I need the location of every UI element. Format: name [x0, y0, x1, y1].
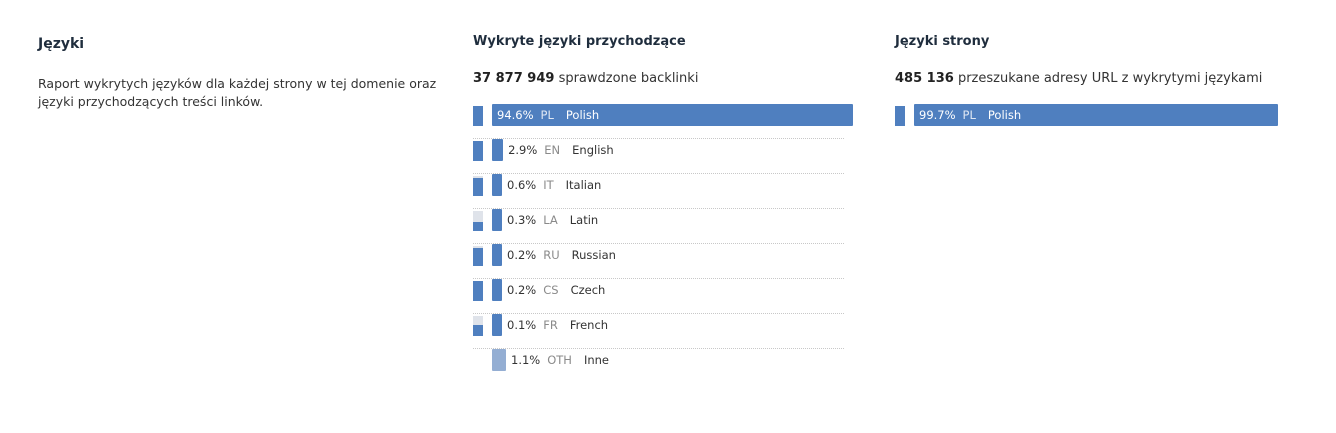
language-code: FR	[543, 318, 558, 332]
language-percent: 0.3%	[507, 213, 537, 227]
backlinks-count-label: sprawdzone backlinki	[558, 71, 699, 86]
language-share-indicator-fill	[473, 222, 483, 231]
backlinks-summary: 37 877 949 sprawdzone backlinki	[473, 71, 698, 86]
language-share-indicator-fill	[473, 106, 483, 126]
incoming-language-row: 1.1% OTH Inne	[473, 349, 853, 384]
urls-count: 485 136	[895, 71, 954, 86]
language-share-bar	[492, 174, 502, 196]
incoming-language-row: 94.6% PL Polish	[473, 104, 853, 139]
language-code: PL	[962, 108, 976, 122]
language-share-indicator-fill	[473, 281, 483, 301]
language-percent: 2.9%	[508, 143, 538, 157]
language-code: EN	[544, 143, 561, 157]
language-share-bar	[914, 104, 1278, 126]
incoming-languages-title: Wykryte języki przychodzące	[473, 34, 686, 49]
language-percent: 1.1%	[511, 353, 541, 367]
language-share-indicator-fill	[895, 106, 905, 126]
language-label: 0.2% RU Russian	[507, 244, 616, 266]
language-share-indicator	[895, 106, 905, 126]
backlinks-count: 37 877 949	[473, 71, 555, 86]
language-share-bar	[492, 279, 502, 301]
language-label: 2.9% EN English	[508, 139, 614, 161]
language-share-indicator-fill	[473, 325, 483, 336]
language-label: 99.7% PL Polish	[919, 104, 1021, 126]
language-share-bar	[492, 139, 504, 161]
incoming-languages-list: 94.6% PL Polish 2.9% EN English 0.6% IT Italian 0…	[473, 104, 853, 384]
page-languages-title: Języki strony	[895, 34, 990, 49]
language-share-indicator-fill	[473, 141, 483, 161]
language-name: Polish	[987, 108, 1022, 122]
language-share-indicator	[473, 211, 483, 231]
section-title: Języki	[38, 36, 85, 52]
language-name: Russian	[571, 248, 616, 262]
language-share-indicator	[473, 106, 483, 126]
language-code: OTH	[547, 353, 572, 367]
language-label: 0.1% FR French	[507, 314, 608, 336]
language-name: English	[572, 143, 614, 157]
incoming-language-row: 0.6% IT Italian	[473, 174, 853, 209]
language-share-indicator	[473, 141, 483, 161]
language-percent: 94.6%	[497, 108, 534, 122]
language-percent: 0.6%	[507, 178, 537, 192]
language-percent: 0.2%	[507, 248, 537, 262]
language-share-bar	[492, 244, 502, 266]
language-label: 0.6% IT Italian	[507, 174, 601, 196]
language-percent: 0.1%	[507, 318, 537, 332]
page-languages-list: 99.7% PL Polish	[895, 104, 1278, 139]
language-share-bar	[492, 314, 502, 336]
language-label: 0.2% CS Czech	[507, 279, 605, 301]
incoming-language-row: 0.1% FR French	[473, 314, 853, 349]
incoming-language-row: 2.9% EN English	[473, 139, 853, 174]
language-share-bar	[492, 209, 502, 231]
language-name: Czech	[570, 283, 606, 297]
language-share-indicator-fill	[473, 178, 483, 196]
language-share-indicator	[473, 316, 483, 336]
incoming-language-row: 0.2% RU Russian	[473, 244, 853, 279]
language-share-bar	[492, 349, 506, 371]
language-share-indicator	[473, 176, 483, 196]
language-percent: 99.7%	[919, 108, 956, 122]
language-name: French	[569, 318, 609, 332]
language-share-indicator	[473, 246, 483, 266]
language-code: CS	[543, 283, 559, 297]
language-percent: 0.2%	[507, 283, 537, 297]
page-language-row: 99.7% PL Polish	[895, 104, 1278, 139]
language-code: RU	[543, 248, 560, 262]
language-name: Polish	[565, 108, 600, 122]
language-code: PL	[540, 108, 554, 122]
incoming-language-row: 0.3% LA Latin	[473, 209, 853, 244]
language-share-indicator-fill	[473, 248, 483, 266]
urls-summary: 485 136 przeszukane adresy URL z wykryty…	[895, 71, 1262, 86]
language-name: Italian	[565, 178, 602, 192]
language-label: 1.1% OTH Inne	[511, 349, 609, 371]
language-label: 94.6% PL Polish	[497, 104, 599, 126]
language-code: IT	[543, 178, 554, 192]
language-code: LA	[543, 213, 558, 227]
urls-count-label: przeszukane adresy URL z wykrytymi język…	[957, 71, 1263, 86]
language-share-bar	[492, 104, 853, 126]
incoming-language-row: 0.2% CS Czech	[473, 279, 853, 314]
language-name: Latin	[569, 213, 599, 227]
language-share-indicator	[473, 281, 483, 301]
language-label: 0.3% LA Latin	[507, 209, 598, 231]
section-description: Raport wykrytych języków dla każdej stro…	[38, 76, 437, 109]
language-name: Inne	[583, 353, 609, 367]
